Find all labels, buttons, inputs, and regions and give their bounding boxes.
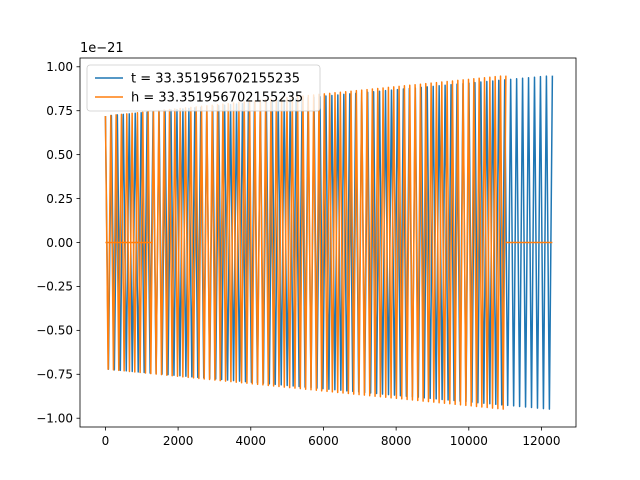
x-tick-label: 8000	[381, 434, 412, 448]
y-tick-label: −0.50	[36, 324, 73, 338]
y-tick-label: −0.75	[36, 368, 73, 382]
series-2-oscillation-1	[104, 75, 507, 410]
series-1	[104, 75, 554, 410]
x-tick-label: 10000	[450, 434, 488, 448]
y-tick-label: 0.50	[46, 148, 73, 162]
y-tick-label: 0.00	[46, 236, 73, 250]
legend: t = 33.351956702155235 h = 33.35195670215…	[86, 64, 321, 112]
legend-label-1: t = 33.351956702155235	[131, 72, 300, 87]
plot-series	[104, 75, 554, 410]
y-tick-label: 0.25	[46, 192, 73, 206]
y-tick-label: −0.25	[36, 280, 73, 294]
x-axis: 0 2000 4000 6000 8000 10000 12000	[102, 427, 561, 448]
y-axis: 1.00 0.75 0.50 0.25 0.00 −0.25 −0.50 −0.75 −1.00	[36, 60, 80, 426]
x-tick-label: 4000	[236, 434, 267, 448]
y-tick-label: 0.75	[46, 104, 73, 118]
x-tick-label: 2000	[163, 434, 194, 448]
y-offset-label: 1e−21	[80, 41, 124, 56]
series-1-oscillation-1	[104, 75, 554, 410]
x-tick-label: 6000	[308, 434, 339, 448]
legend-box	[86, 64, 321, 112]
y-tick-label: 1.00	[46, 60, 73, 74]
y-tick-label: −1.00	[36, 412, 73, 426]
series-2	[104, 75, 553, 410]
legend-label-2: h = 33.351956702155235	[131, 91, 303, 106]
x-tick-label: 0	[102, 434, 110, 448]
x-tick-label: 12000	[522, 434, 560, 448]
